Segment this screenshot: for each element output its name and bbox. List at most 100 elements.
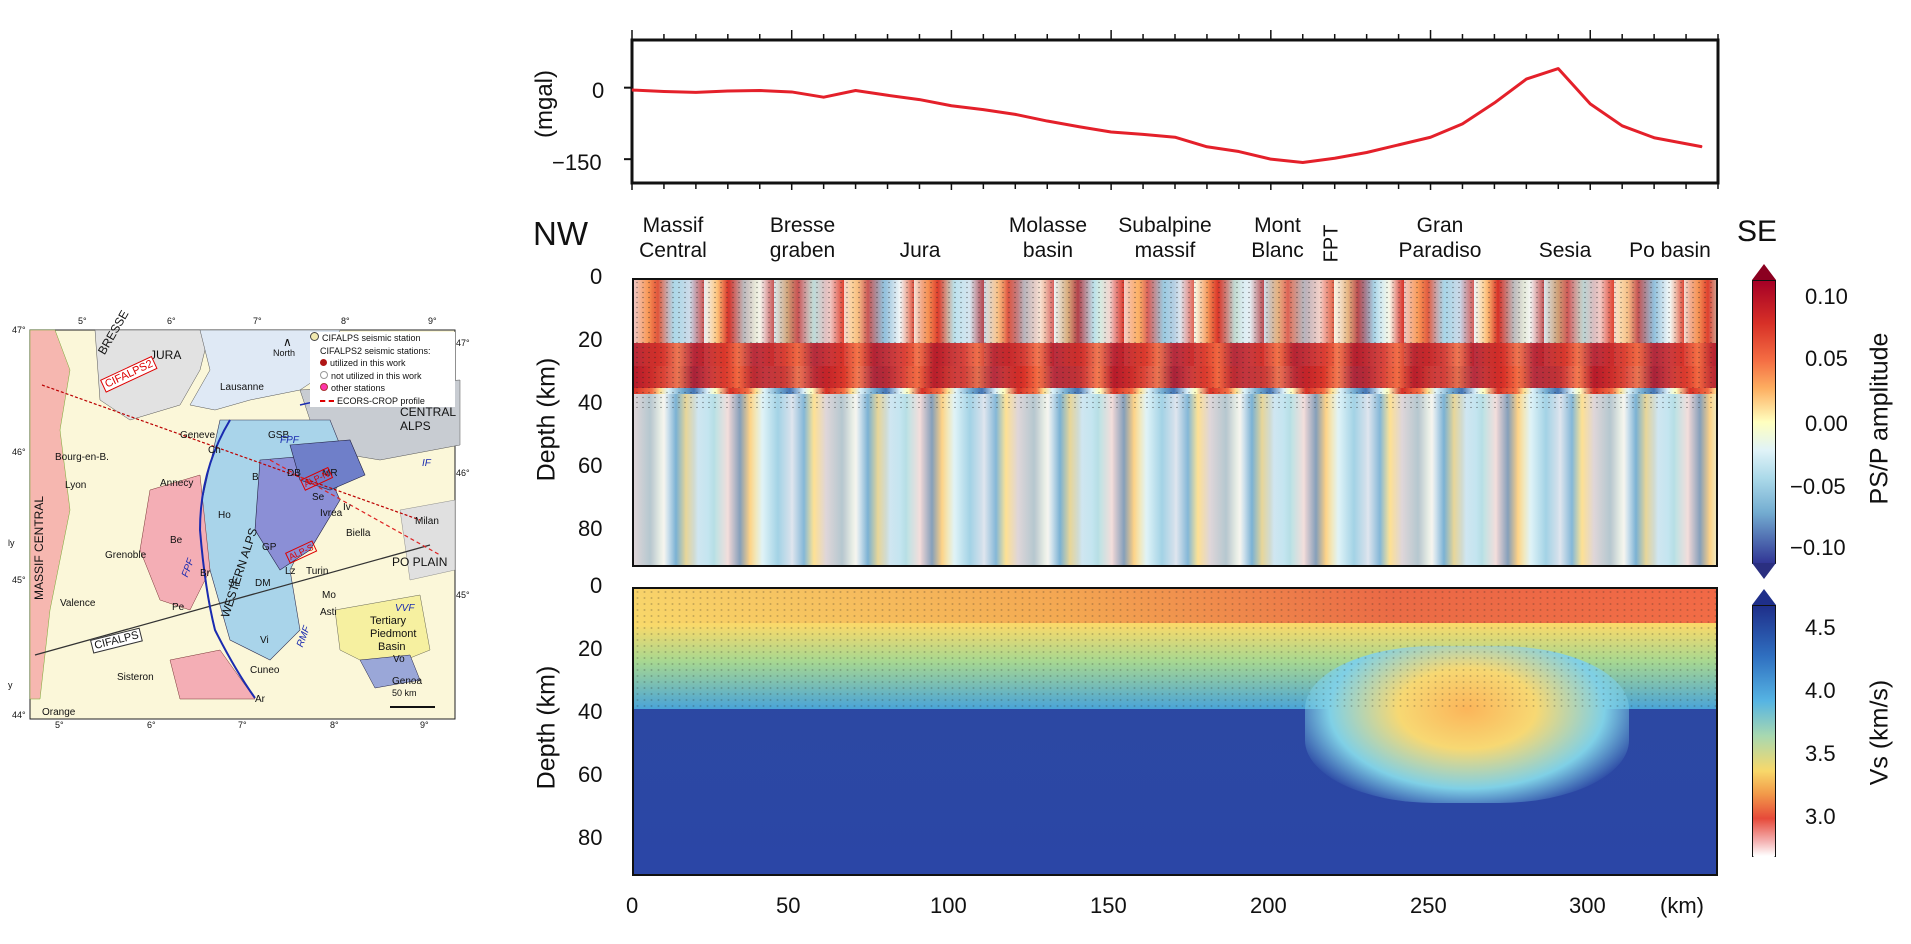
gravity-point — [1174, 136, 1176, 138]
vs-depth-tick-0: 0 — [590, 573, 603, 598]
legend-not-utilized: not utilized in this work — [310, 370, 455, 383]
unit-ho: Ho — [218, 510, 231, 521]
city-asti: Asti — [320, 607, 337, 618]
hollow-dot-icon — [320, 370, 328, 379]
gravity-ytick-150: −150 — [552, 150, 602, 175]
x-tick-0: 0 — [626, 893, 639, 918]
region-po-plain: PO PLAIN — [392, 555, 448, 569]
unit-sl: SL — [228, 578, 241, 589]
region-jura: JURA — [150, 348, 182, 362]
city-turin: Turin — [306, 566, 329, 577]
vs-cb-tick-3: 3.5 — [1805, 741, 1836, 766]
red-dash-icon — [320, 400, 334, 403]
city-annecy: Annecy — [160, 478, 194, 489]
gravity-point — [1334, 157, 1336, 159]
city-bourg: Bourg-en-B. — [55, 452, 109, 463]
x-tick-150: 150 — [1090, 893, 1127, 918]
vs-colorbar-label: Vs (km/s) — [1865, 679, 1894, 786]
gravity-line — [631, 67, 1703, 165]
lon-tick-bottom-4: 8° — [330, 720, 339, 730]
city-cuneo: Cuneo — [250, 665, 280, 676]
city-grenoble: Grenoble — [105, 550, 147, 561]
region-gran-paradiso-label: Gran Paradiso — [1398, 214, 1482, 262]
rf-colorbar — [1752, 280, 1776, 564]
unit-b: B — [252, 472, 259, 483]
red-dot-icon — [320, 359, 327, 366]
unit-gp: GP — [262, 542, 277, 553]
region-bresse-graben-label: Bresse graben — [769, 214, 836, 262]
vs-depth-tick-80: 80 — [578, 825, 603, 850]
lat-tick-left-3: 45° — [12, 575, 26, 585]
rf-colorbar-top-arrow-icon — [1752, 264, 1776, 280]
region-sesia-label: Sesia — [1538, 239, 1592, 262]
gravity-point — [631, 89, 633, 91]
unit-ch: Ch — [208, 445, 221, 456]
gravity-point — [950, 105, 952, 107]
rf-depth-tick-40: 40 — [578, 390, 603, 415]
vs-colorbar — [1752, 605, 1776, 857]
lat-tick-left-1: 47° — [12, 325, 26, 335]
region-basin: Basin — [378, 641, 406, 653]
lat-tick-right-3: 45° — [456, 590, 470, 600]
north-arrow-icon: ∧ — [283, 335, 292, 349]
rf-deep-band — [634, 394, 1716, 565]
rf-cb-tick-4: −0.05 — [1790, 474, 1846, 499]
unit-lz: Lz — [285, 566, 296, 577]
region-molasse-label: Molasse basin — [1008, 214, 1088, 262]
vs-section — [632, 587, 1718, 876]
city-genoa: Genoa — [392, 676, 423, 687]
gravity-point — [791, 91, 793, 93]
open-circle-icon — [310, 332, 319, 341]
legend-cifalps: CIFALPS seismic station — [310, 332, 455, 345]
gravity-frame — [630, 38, 1720, 185]
city-valence: Valence — [60, 598, 96, 609]
unit-iv: Iv — [343, 502, 351, 513]
region-massif-central: MASSIF CENTRAL — [32, 495, 46, 600]
fault-vvf: VVF — [395, 603, 415, 614]
rf-colorbar-bottom-arrow-icon — [1752, 563, 1776, 579]
rf-cb-tick-2: 0.05 — [1805, 346, 1848, 371]
scale-bar — [390, 698, 435, 708]
unit-se: Se — [312, 492, 325, 503]
unit-br: Br — [200, 568, 210, 579]
lon-tick-top-4: 8° — [341, 316, 350, 326]
city-sisteron: Sisteron — [117, 672, 154, 683]
se-label: SE — [1737, 215, 1778, 248]
lat-tick-left-2: 46° — [12, 447, 26, 457]
unit-vo: Vo — [393, 654, 405, 665]
gravity-point — [663, 90, 665, 92]
region-central-alps: CENTRAL ALPS — [400, 405, 456, 433]
unit-db: DB — [287, 468, 301, 479]
gravity-plot — [624, 30, 1720, 193]
unit-vi: Vi — [260, 635, 269, 646]
gravity-point — [982, 109, 984, 111]
unit-be: Be — [170, 535, 183, 546]
legend-ecors: ECORS-CROP profile — [310, 395, 455, 408]
nw-label: NW — [533, 215, 588, 252]
rf-cb-tick-3: 0.00 — [1805, 411, 1848, 436]
vs-depth-tick-60: 60 — [578, 762, 603, 787]
rf-depth-tick-80: 80 — [578, 516, 603, 541]
x-tick-50: 50 — [776, 893, 801, 918]
gravity-point — [1238, 151, 1240, 153]
gravity-ytick-0: 0 — [592, 78, 605, 103]
lon-tick-bottom-5: 9° — [420, 720, 429, 730]
region-jura-label: Jura — [899, 239, 941, 262]
gravity-point — [1589, 103, 1591, 105]
rf-cb-tick-1: 0.10 — [1805, 284, 1848, 309]
unit-ar: Ar — [255, 694, 265, 705]
region-piedmont: Piedmont — [370, 628, 417, 640]
vs-cb-tick-1: 4.5 — [1805, 615, 1836, 640]
gravity-point — [1493, 102, 1495, 104]
lon-tick-top-2: 6° — [167, 316, 176, 326]
region-mont-blanc-label: Mont Blanc — [1251, 214, 1304, 262]
city-ivrea: Ivrea — [320, 508, 343, 519]
unit-pe: Pe — [172, 602, 185, 613]
rf-depth-tick-20: 20 — [578, 327, 603, 352]
lon-tick-bottom-2: 6° — [147, 720, 156, 730]
city-orange: Orange — [42, 707, 76, 718]
x-tick-200: 200 — [1250, 893, 1287, 918]
gravity-point — [1461, 123, 1463, 125]
vs-depth-tick-40: 40 — [578, 699, 603, 724]
vs-cb-tick-2: 4.0 — [1805, 678, 1836, 703]
